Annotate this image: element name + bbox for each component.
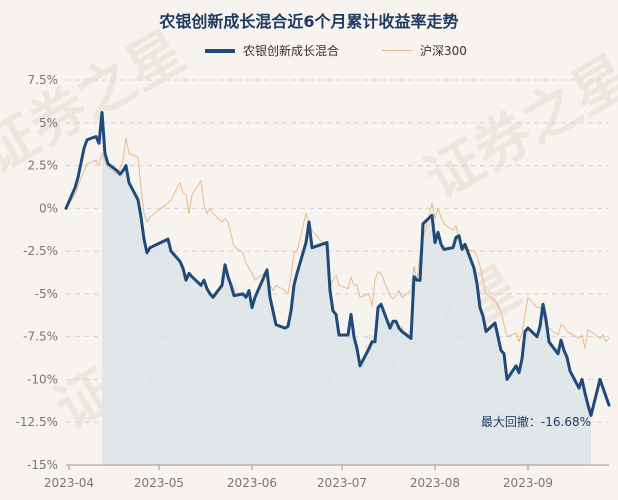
tick-labels: 7.5% 5% 2.5% 0% -2.5% -5% -7.5% -10% -12.5% -15% 2… (16, 73, 554, 490)
legend-item-fund: 农银创新成长混合 (205, 42, 339, 59)
series-line-index (65, 137, 610, 350)
legend-swatch-index (382, 50, 412, 51)
x-tick-label: 2023-04 (44, 476, 94, 490)
y-tick-label: -5% (35, 287, 58, 301)
chart-title: 农银创新成长混合近6个月累计收益率走势 (159, 12, 459, 31)
legend-label-index: 沪深300 (420, 44, 467, 58)
legend-label-fund: 农银创新成长混合 (243, 44, 340, 58)
y-tick-label: -2.5% (23, 244, 58, 258)
series-lines (64, 111, 611, 417)
x-tick-label: 2023-07 (317, 476, 367, 490)
watermark-text: 证券之星 (415, 44, 618, 212)
legend-item-index: 沪深300 (382, 42, 467, 59)
x-tick-label: 2023-05 (134, 476, 184, 490)
x-tick-label: 2023-08 (410, 476, 460, 490)
y-tick-label: -12.5% (16, 415, 58, 429)
drawdown-area (102, 112, 591, 465)
max-drawdown-annotation: 最大回撤：-16.68% (481, 414, 591, 429)
drawdown-fill (102, 112, 591, 465)
annotations: 最大回撤：-16.68% (481, 414, 591, 429)
legend-swatch-fund (205, 48, 235, 53)
axes (66, 464, 609, 470)
y-tick-label: 7.5% (28, 73, 59, 87)
x-tick-label: 2023-06 (227, 476, 277, 490)
y-tick-label: -10% (27, 372, 58, 386)
y-tick-label: 0% (39, 201, 58, 215)
y-tick-label: -15% (27, 458, 58, 472)
y-tick-label: 2.5% (28, 159, 59, 173)
x-tick-label: 2023-09 (503, 476, 553, 490)
y-tick-label: -7.5% (23, 330, 58, 344)
legend: 农银创新成长混合 沪深300 (0, 42, 618, 60)
series-line-fund (64, 111, 611, 417)
y-tick-label: 5% (39, 116, 58, 130)
